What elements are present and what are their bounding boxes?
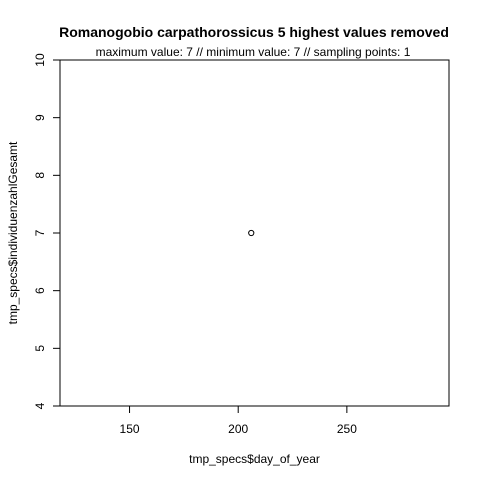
- y-tick-label: 7: [33, 229, 47, 236]
- y-axis-label: tmp_specs$individuenzahlGesamt: [6, 141, 20, 324]
- plot-area-frame: [59, 59, 450, 407]
- y-tick-label: 6: [33, 287, 47, 294]
- x-tick-label: 150: [120, 422, 140, 436]
- x-tick-label: 200: [228, 422, 248, 436]
- y-tick-label: 10: [33, 53, 47, 67]
- y-tick-label: 8: [33, 172, 47, 179]
- y-tick-label: 5: [33, 345, 47, 352]
- data-point: [248, 229, 255, 237]
- x-axis-label: tmp_specs$day_of_year: [189, 452, 320, 466]
- y-tick-label: 9: [33, 114, 47, 121]
- x-axis: 150 200 250: [120, 405, 357, 436]
- y-axis: 4 5 6 7 8 9 10: [33, 53, 61, 409]
- chart-subtitle: maximum value: 7 // minimum value: 7 // …: [96, 45, 411, 59]
- chart-title: Romanogobio carpathorossicus 5 highest v…: [59, 24, 449, 40]
- y-tick-label: 4: [33, 402, 47, 409]
- data-points: [248, 229, 255, 237]
- x-tick-label: 250: [337, 422, 357, 436]
